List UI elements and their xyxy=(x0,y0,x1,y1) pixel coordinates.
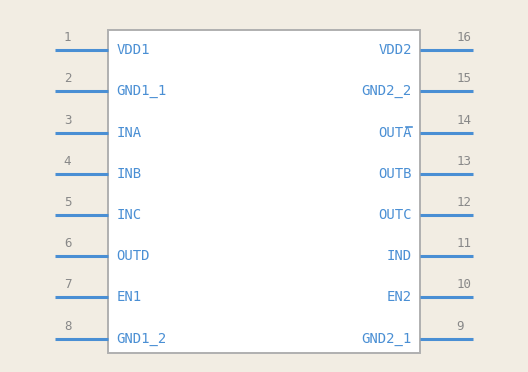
Text: 7: 7 xyxy=(64,278,71,291)
Text: GND1_1: GND1_1 xyxy=(116,84,166,99)
Text: OUTC: OUTC xyxy=(378,208,412,222)
Text: IND: IND xyxy=(386,249,412,263)
Text: 3: 3 xyxy=(64,113,71,126)
Text: 5: 5 xyxy=(64,196,71,209)
Text: 12: 12 xyxy=(457,196,472,209)
Text: INA: INA xyxy=(116,126,142,140)
Text: 13: 13 xyxy=(457,155,472,168)
FancyBboxPatch shape xyxy=(108,30,420,353)
Text: 8: 8 xyxy=(64,320,71,333)
Text: 1: 1 xyxy=(64,31,71,44)
Text: OUTA: OUTA xyxy=(378,126,412,140)
Text: GND2_1: GND2_1 xyxy=(362,331,412,346)
Text: GND2_2: GND2_2 xyxy=(362,84,412,99)
Text: 2: 2 xyxy=(64,73,71,86)
Text: 6: 6 xyxy=(64,237,71,250)
Text: 4: 4 xyxy=(64,155,71,168)
Text: 9: 9 xyxy=(457,320,464,333)
Text: INC: INC xyxy=(116,208,142,222)
Text: 10: 10 xyxy=(457,278,472,291)
Text: 11: 11 xyxy=(457,237,472,250)
Text: EN2: EN2 xyxy=(386,290,412,304)
Text: VDD2: VDD2 xyxy=(378,43,412,57)
Text: EN1: EN1 xyxy=(116,290,142,304)
Text: 14: 14 xyxy=(457,113,472,126)
Text: 16: 16 xyxy=(457,31,472,44)
Text: GND1_2: GND1_2 xyxy=(116,331,166,346)
Text: 15: 15 xyxy=(457,73,472,86)
Text: VDD1: VDD1 xyxy=(116,43,150,57)
Text: INB: INB xyxy=(116,167,142,181)
Text: OUTB: OUTB xyxy=(378,167,412,181)
Text: OUTD: OUTD xyxy=(116,249,150,263)
